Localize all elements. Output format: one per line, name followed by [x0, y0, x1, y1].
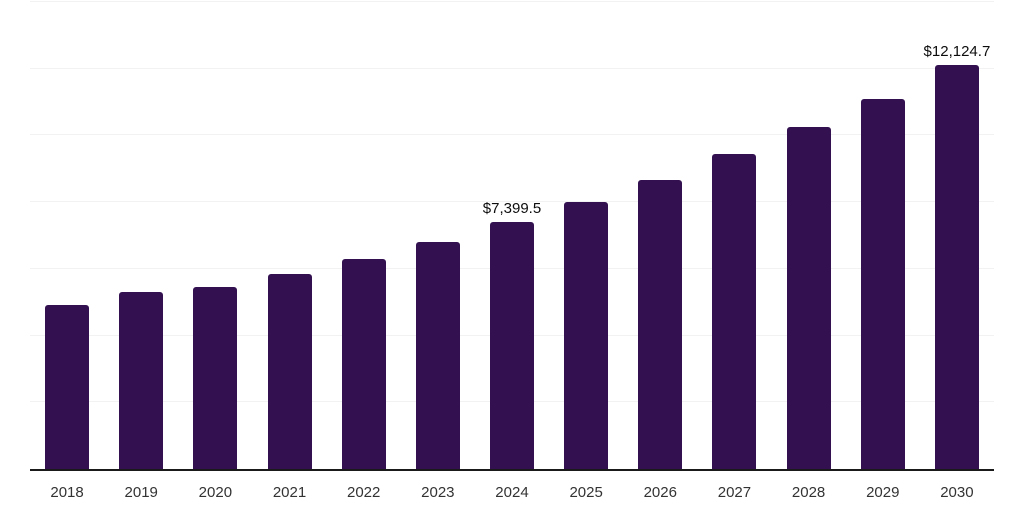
bar-2029 [860, 98, 905, 469]
x-tick-label-2027: 2027 [717, 484, 752, 501]
bar-2025 [564, 201, 609, 469]
gridline-8000 [30, 201, 994, 203]
x-tick-label-2020: 2020 [198, 484, 233, 501]
bar-2020 [193, 287, 238, 469]
gridline-14000 [30, 1, 994, 2]
bar-2030 [934, 64, 979, 469]
x-tick-label-2019: 2019 [124, 484, 158, 501]
x-tick-label-2021: 2021 [272, 484, 307, 501]
gridline-10000 [30, 134, 994, 136]
gridline-12000 [30, 67, 994, 69]
x-tick-label-2025: 2025 [569, 484, 603, 501]
x-tick-label-2030: 2030 [940, 484, 974, 501]
x-tick-label-2024: 2024 [495, 484, 529, 501]
bar-2021 [267, 273, 312, 469]
bar-2019 [119, 292, 164, 469]
bar-2022 [341, 258, 386, 469]
x-tick-label-2026: 2026 [643, 484, 677, 501]
data-label-2030: $12,124.7 [923, 42, 991, 60]
data-label-2024: $7,399.5 [482, 200, 542, 218]
x-tick-label-2018: 2018 [50, 484, 84, 501]
x-tick-label-2028: 2028 [791, 484, 826, 501]
plot-area [30, 1, 994, 471]
bar-2018 [45, 305, 90, 469]
bar-2027 [712, 154, 757, 469]
bar-2026 [638, 179, 683, 469]
x-tick-label-2029: 2029 [866, 484, 900, 501]
bar-2023 [415, 241, 460, 469]
x-tick-label-2023: 2023 [421, 484, 455, 501]
bar-2028 [786, 127, 831, 469]
bar-2024 [490, 222, 534, 469]
x-tick-label-2022: 2022 [346, 484, 381, 501]
